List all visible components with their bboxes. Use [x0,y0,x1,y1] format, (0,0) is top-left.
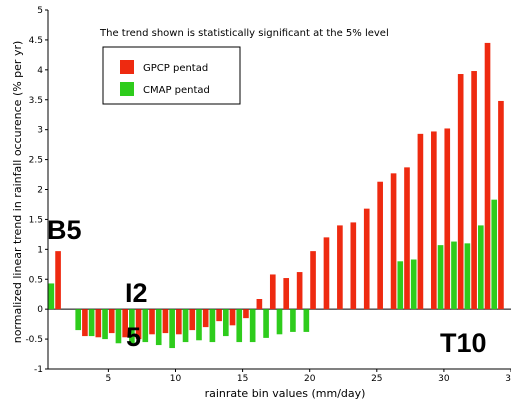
cmap-bar [303,309,310,332]
cmap-bar [75,309,82,331]
y-tick-label: 5 [37,6,43,16]
y-axis-title: normalized linear trend in rainfall occu… [11,41,24,344]
cmap-bar [142,309,149,343]
cmap-bar [196,309,202,341]
gpcp-bar [296,272,303,310]
gpcp-bar [484,42,491,310]
chart-annotation: The trend shown is statistically signifi… [99,28,389,39]
legend-label-gpcp: GPCP pentad [143,63,208,74]
cmap-bar [115,309,122,344]
gpcp-bar [444,128,451,310]
gpcp-bar [350,222,357,310]
cmap-bar [129,309,135,346]
cmap-bar [102,309,108,340]
gpcp-bar [390,173,397,310]
gpcp-bar [189,309,196,331]
y-tick-label: 0 [37,305,43,315]
gpcp-bar [55,251,61,310]
gpcp-bar [269,274,276,310]
legend-swatch-gpcp [120,60,134,74]
gpcp-bar [337,225,343,310]
y-tick-label: 3 [37,126,43,136]
gpcp-bar [135,309,142,340]
gpcp-bar [176,309,182,335]
cmap-bar [182,309,189,343]
gpcp-bar [149,309,155,335]
y-tick-label: 2.5 [29,156,43,166]
overlay-label-b5: B5 [47,215,82,245]
cmap-bar [236,309,243,343]
cmap-bar [437,245,444,310]
gpcp-bar [404,167,410,310]
gpcp-bar [162,309,169,334]
gpcp-bar [498,100,504,310]
x-tick-label: 5 [106,374,112,384]
gpcp-bar [243,309,249,319]
cmap-bar [249,309,256,343]
cmap-bar [491,199,498,310]
overlay-label-5: 5 [126,322,142,352]
x-tick-label: 35 [505,374,511,384]
cmap-bar [169,309,175,349]
y-tick-label: 1 [37,245,43,255]
gpcp-bar [310,251,316,310]
legend-label-cmap: CMAP pentad [143,85,210,96]
x-tick-label: 20 [304,374,316,384]
gpcp-bar [202,309,209,328]
cmap-bar [48,283,55,310]
legend-swatch-cmap [120,82,134,96]
cmap-bar [477,225,484,310]
gpcp-bar [256,299,263,310]
gpcp-bar [95,309,102,338]
gpcp-bar [377,181,383,310]
cmap-bar [464,243,471,310]
gpcp-bar [323,237,330,310]
gpcp-bar [283,278,290,310]
y-tick-label: -0.5 [25,335,43,345]
gpcp-bar [363,208,370,310]
overlay-label-i2: I2 [125,278,148,308]
y-tick-label: 1.5 [29,215,43,225]
x-tick-label: 15 [237,374,248,384]
cmap-bar [223,309,229,337]
cmap-bar [290,309,296,332]
x-tick-label: 30 [438,374,450,384]
cmap-bar [410,259,417,310]
y-tick-label: 3.5 [29,96,43,106]
cmap-bar [276,309,283,335]
y-tick-label: 4 [37,66,43,76]
x-tick-label: 25 [371,374,382,384]
cmap-bar [263,309,269,338]
cmap-bar [451,241,457,310]
y-tick-label: -1 [34,365,43,375]
gpcp-bar [417,133,424,310]
y-tick-label: 2 [37,186,43,196]
gpcp-bar [82,309,88,337]
gpcp-bar [216,309,222,322]
y-tick-label: 4.5 [29,36,43,46]
gpcp-bar [471,71,477,310]
legend-box [102,46,241,105]
cmap-bar [88,309,95,337]
cmap-bar [209,309,216,343]
gpcp-bar [457,74,464,310]
cmap-bar [155,309,162,346]
gpcp-bar [431,131,437,310]
y-tick-label: 0.5 [29,275,43,285]
overlay-label-t10: T10 [440,328,487,358]
gpcp-bar [229,309,236,326]
gpcp-bar [108,309,115,334]
x-tick-label: 10 [170,374,182,384]
gpcp-bar [122,309,128,338]
legend: GPCP pentad CMAP pentad [102,46,241,105]
cmap-bar [397,261,404,310]
x-axis-title: rainrate bin values (mm/day) [205,387,366,400]
